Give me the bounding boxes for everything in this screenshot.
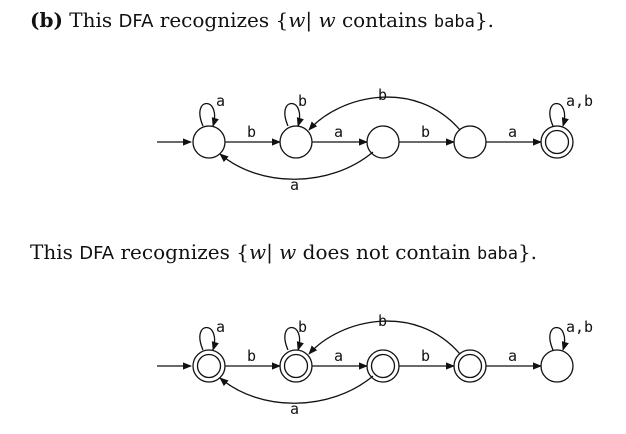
- state-q4: [540, 349, 574, 383]
- bar: |: [305, 8, 313, 32]
- edge-q2-q0: [219, 151, 374, 180]
- word-baba: baba: [433, 12, 475, 32]
- label-ab: a,b: [566, 92, 593, 110]
- var-w: w: [248, 240, 267, 264]
- brace-close: }.: [517, 240, 538, 264]
- caption-contains-baba: (b) This DFA recognizes {w| w contains b…: [30, 8, 494, 32]
- edge-q3-q1: [308, 320, 461, 355]
- accept-ring-q2: [370, 353, 396, 379]
- self-loop-a-q0: [199, 102, 219, 127]
- label-b: b: [378, 86, 387, 104]
- caption-text: contains: [341, 8, 428, 32]
- word-baba: baba: [477, 244, 518, 264]
- caption-text: does not contain: [302, 240, 471, 264]
- self-loop-b-q1: [284, 326, 304, 351]
- state-q0: [192, 125, 226, 159]
- caption-text: This: [30, 240, 73, 264]
- accept-ring-q1: [283, 353, 309, 379]
- label-a: a: [334, 123, 343, 141]
- caption-text: This: [69, 8, 113, 32]
- label-b: b: [378, 312, 387, 330]
- label-a: a: [290, 176, 299, 194]
- accept-ring-q0: [196, 353, 222, 379]
- self-loop-b-q1: [284, 102, 304, 127]
- label-b: b: [421, 123, 430, 141]
- label-ab: a,b: [566, 318, 593, 336]
- label-b: b: [247, 347, 256, 365]
- state-circles: [192, 349, 574, 383]
- label-b: b: [298, 318, 307, 336]
- label-a: a: [508, 123, 517, 141]
- self-loop-ab-q4: [549, 102, 569, 127]
- accept-ring-q3: [457, 353, 483, 379]
- brace-open: {: [236, 240, 249, 264]
- bar: |: [266, 240, 273, 264]
- label-b: b: [298, 92, 307, 110]
- state-q1: [279, 125, 313, 159]
- self-loop-ab-q4: [549, 326, 569, 351]
- edge-q3-q1: [308, 96, 461, 131]
- dfa-contains-baba: a b b a b a b a a,b: [157, 86, 593, 194]
- label-b: b: [421, 347, 430, 365]
- caption-text: recognizes: [120, 240, 230, 264]
- state-q3: [453, 125, 487, 159]
- label-b: b: [247, 123, 256, 141]
- brace-close: }.: [474, 8, 494, 32]
- part-label: (b): [30, 8, 63, 32]
- caption-text: recognizes: [159, 8, 270, 32]
- var-w: w: [279, 240, 297, 264]
- var-w: w: [288, 8, 306, 32]
- accept-ring-q4: [544, 129, 570, 155]
- label-a: a: [216, 318, 225, 336]
- label-a: a: [334, 347, 343, 365]
- dfa-not-contains-baba: a b b a b a b a a,b: [157, 312, 593, 418]
- label-a: a: [216, 92, 225, 110]
- self-loop-a-q0: [199, 326, 219, 351]
- caption-not-contains-baba: This DFA recognizes {w| w does not conta…: [30, 240, 537, 264]
- label-a: a: [290, 400, 299, 418]
- dfa-word: DFA: [79, 243, 115, 264]
- dfa-word: DFA: [118, 11, 154, 32]
- label-a: a: [508, 347, 517, 365]
- edge-q2-q0: [219, 375, 374, 404]
- var-w: w: [318, 8, 336, 32]
- brace-open: {: [275, 8, 289, 32]
